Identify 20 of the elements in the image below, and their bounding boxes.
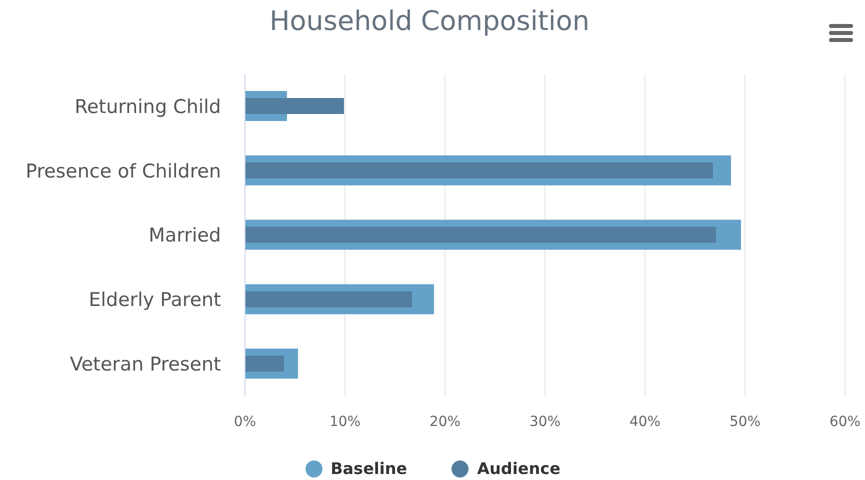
bar (245, 162, 713, 178)
x-tick-label: 40% (629, 414, 661, 430)
legend-label: Baseline (330, 459, 408, 478)
bar (245, 291, 412, 308)
chart-title: Household Composition (268, 6, 591, 37)
x-tick-label: 10% (329, 414, 361, 430)
x-tick-label: 0% (234, 414, 256, 430)
y-tick-label: Married (148, 224, 221, 247)
y-tick-label: Elderly Parent (88, 289, 221, 312)
bar (245, 356, 284, 372)
x-tick-label: 30% (529, 414, 561, 430)
y-tick-label: Presence of Children (26, 160, 221, 182)
legend-label: Audience (477, 459, 560, 478)
x-tick-label: 50% (729, 414, 761, 430)
y-tick-label: Veteran Present (70, 354, 221, 376)
y-tick-label: Returning Child (74, 96, 221, 118)
bar (245, 98, 344, 114)
bar (245, 226, 716, 243)
x-tick-label: 20% (429, 414, 461, 430)
x-tick-label: 60% (829, 414, 861, 430)
